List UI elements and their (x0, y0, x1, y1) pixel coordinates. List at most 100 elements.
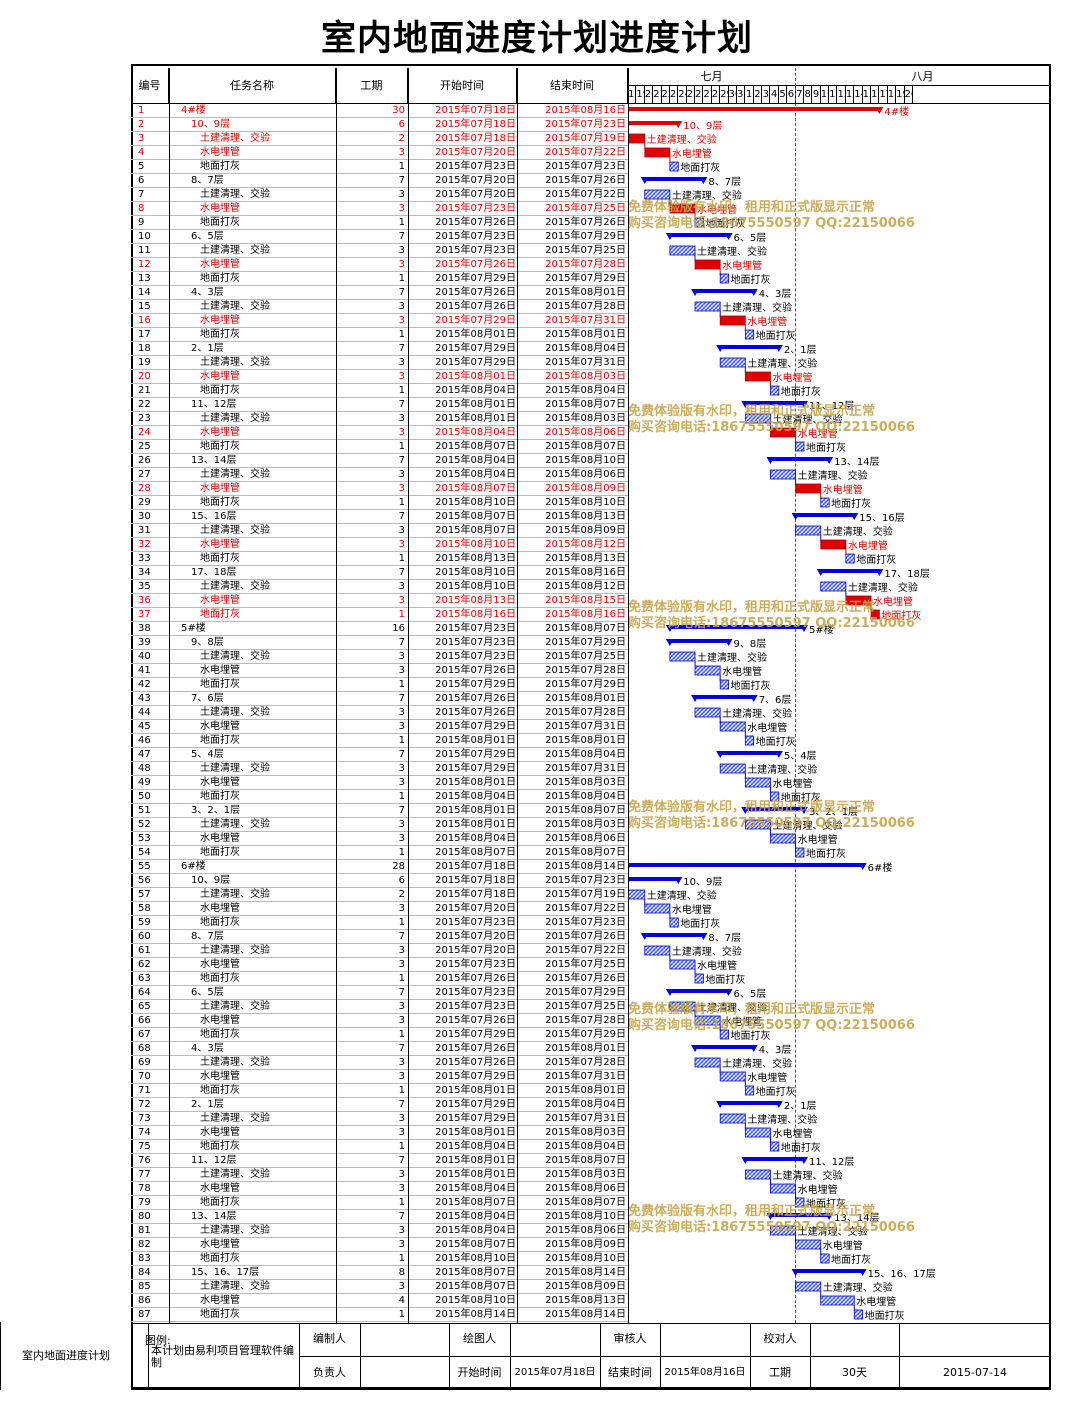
table-row[interactable]: 55 6#楼 28 2015年07月18日 2015年08月14日 (131, 860, 628, 874)
table-row[interactable]: 38 5#楼 16 2015年07月23日 2015年08月07日 (131, 622, 628, 636)
table-row[interactable]: 37 地面打灰 1 2015年08月16日 2015年08月16日 (131, 608, 628, 622)
task-id: 14 (138, 287, 151, 298)
task-start: 2015年07月26日 (435, 1043, 516, 1054)
table-row[interactable]: 8 水电埋管 3 2015年07月23日 2015年07月25日 (131, 202, 628, 216)
table-row[interactable]: 11 土建清理、交验 3 2015年07月23日 2015年07月25日 (131, 244, 628, 258)
table-row[interactable]: 42 地面打灰 1 2015年07月29日 2015年07月29日 (131, 678, 628, 692)
table-row[interactable]: 50 地面打灰 1 2015年08月04日 2015年08月04日 (131, 790, 628, 804)
table-row[interactable]: 86 水电埋管 4 2015年08月10日 2015年08月13日 (131, 1294, 628, 1308)
task-id: 39 (138, 637, 151, 648)
table-row[interactable]: 40 土建清理、交验 3 2015年07月23日 2015年07月25日 (131, 650, 628, 664)
table-row[interactable]: 31 土建清理、交验 3 2015年08月07日 2015年08月09日 (131, 524, 628, 538)
table-row[interactable]: 71 地面打灰 1 2015年08月01日 2015年08月01日 (131, 1084, 628, 1098)
table-row[interactable]: 15 土建清理、交验 3 2015年07月26日 2015年07月28日 (131, 300, 628, 314)
table-row[interactable]: 35 土建清理、交验 3 2015年08月10日 2015年08月12日 (131, 580, 628, 594)
table-row[interactable]: 60 8、7层 7 2015年07月20日 2015年07月26日 (131, 930, 628, 944)
table-row[interactable]: 64 6、5层 7 2015年07月23日 2015年07月29日 (131, 986, 628, 1000)
table-row[interactable]: 45 水电埋管 3 2015年07月29日 2015年07月31日 (131, 720, 628, 734)
table-row[interactable]: 16 水电埋管 3 2015年07月29日 2015年07月31日 (131, 314, 628, 328)
table-row[interactable]: 12 水电埋管 3 2015年07月26日 2015年07月28日 (131, 258, 628, 272)
table-row[interactable]: 87 地面打灰 1 2015年08月14日 2015年08月14日 (131, 1308, 628, 1322)
task-id: 71 (138, 1085, 151, 1096)
table-row[interactable]: 68 4、3层 7 2015年07月26日 2015年08月01日 (131, 1042, 628, 1056)
table-row[interactable]: 66 水电埋管 3 2015年07月26日 2015年07月28日 (131, 1014, 628, 1028)
table-row[interactable]: 22 11、12层 7 2015年08月01日 2015年08月07日 (131, 398, 628, 412)
table-row[interactable]: 52 土建清理、交验 3 2015年08月01日 2015年08月03日 (131, 818, 628, 832)
task-duration: 7 (398, 231, 405, 242)
table-row[interactable]: 84 15、16、17层 8 2015年08月07日 2015年08月14日 (131, 1266, 628, 1280)
task-end: 2015年08月03日 (545, 1127, 626, 1138)
task-id: 12 (138, 259, 151, 270)
table-row[interactable]: 83 地面打灰 1 2015年08月10日 2015年08月10日 (131, 1252, 628, 1266)
summary-bar (695, 1045, 754, 1049)
table-row[interactable]: 63 地面打灰 1 2015年07月26日 2015年07月26日 (131, 972, 628, 986)
table-row[interactable]: 41 水电埋管 3 2015年07月26日 2015年07月28日 (131, 664, 628, 678)
table-row[interactable]: 62 水电埋管 3 2015年07月23日 2015年07月25日 (131, 958, 628, 972)
table-row[interactable]: 17 地面打灰 1 2015年08月01日 2015年08月01日 (131, 328, 628, 342)
table-row[interactable]: 23 土建清理、交验 3 2015年08月01日 2015年08月03日 (131, 412, 628, 426)
table-row[interactable]: 6 8、7层 7 2015年07月20日 2015年07月26日 (131, 174, 628, 188)
table-row[interactable]: 81 土建清理、交验 3 2015年08月04日 2015年08月06日 (131, 1224, 628, 1238)
table-row[interactable]: 5 地面打灰 1 2015年07月23日 2015年07月23日 (131, 160, 628, 174)
table-row[interactable]: 43 7、6层 7 2015年07月26日 2015年08月01日 (131, 692, 628, 706)
table-row[interactable]: 70 水电埋管 3 2015年07月29日 2015年07月31日 (131, 1070, 628, 1084)
table-row[interactable]: 75 地面打灰 1 2015年08月04日 2015年08月04日 (131, 1140, 628, 1154)
table-row[interactable]: 65 土建清理、交验 3 2015年07月23日 2015年07月25日 (131, 1000, 628, 1014)
table-row[interactable]: 80 13、14层 7 2015年08月04日 2015年08月10日 (131, 1210, 628, 1224)
table-row[interactable]: 47 5、4层 7 2015年07月29日 2015年08月04日 (131, 748, 628, 762)
table-row[interactable]: 44 土建清理、交验 3 2015年07月26日 2015年07月28日 (131, 706, 628, 720)
table-row[interactable]: 56 10、9层 6 2015年07月18日 2015年07月23日 (131, 874, 628, 888)
table-row[interactable]: 7 土建清理、交验 3 2015年07月20日 2015年07月22日 (131, 188, 628, 202)
table-row[interactable]: 78 水电埋管 3 2015年08月04日 2015年08月06日 (131, 1182, 628, 1196)
table-row[interactable]: 57 土建清理、交验 2 2015年07月18日 2015年07月19日 (131, 888, 628, 902)
table-row[interactable]: 77 土建清理、交验 3 2015年08月01日 2015年08月03日 (131, 1168, 628, 1182)
table-row[interactable]: 59 地面打灰 1 2015年07月23日 2015年07月23日 (131, 916, 628, 930)
table-row[interactable]: 29 地面打灰 1 2015年08月10日 2015年08月10日 (131, 496, 628, 510)
table-row[interactable]: 24 水电埋管 3 2015年08月04日 2015年08月06日 (131, 426, 628, 440)
task-duration: 3 (398, 721, 405, 732)
table-row[interactable]: 67 地面打灰 1 2015年07月29日 2015年07月29日 (131, 1028, 628, 1042)
bar-label: 15、16、17层 (868, 1268, 936, 1280)
table-row[interactable]: 69 土建清理、交验 3 2015年07月26日 2015年07月28日 (131, 1056, 628, 1070)
table-row[interactable]: 58 水电埋管 3 2015年07月20日 2015年07月22日 (131, 902, 628, 916)
table-row[interactable]: 26 13、14层 7 2015年08月04日 2015年08月10日 (131, 454, 628, 468)
table-row[interactable]: 34 17、18层 7 2015年08月10日 2015年08月16日 (131, 566, 628, 580)
table-row[interactable]: 27 土建清理、交验 3 2015年08月04日 2015年08月06日 (131, 468, 628, 482)
table-row[interactable]: 21 地面打灰 1 2015年08月04日 2015年08月04日 (131, 384, 628, 398)
table-row[interactable]: 46 地面打灰 1 2015年08月01日 2015年08月01日 (131, 734, 628, 748)
table-row[interactable]: 51 3、2、1层 7 2015年08月01日 2015年08月07日 (131, 804, 628, 818)
table-row[interactable]: 73 土建清理、交验 3 2015年07月29日 2015年07月31日 (131, 1112, 628, 1126)
table-row[interactable]: 49 水电埋管 3 2015年08月01日 2015年08月03日 (131, 776, 628, 790)
task-start: 2015年07月20日 (435, 945, 516, 956)
table-row[interactable]: 14 4、3层 7 2015年07月26日 2015年08月01日 (131, 286, 628, 300)
table-row[interactable]: 53 水电埋管 3 2015年08月04日 2015年08月06日 (131, 832, 628, 846)
table-row[interactable]: 28 水电埋管 3 2015年08月07日 2015年08月09日 (131, 482, 628, 496)
table-row[interactable]: 18 2、1层 7 2015年07月29日 2015年08月04日 (131, 342, 628, 356)
table-row[interactable]: 36 水电埋管 3 2015年08月13日 2015年08月15日 (131, 594, 628, 608)
table-row[interactable]: 9 地面打灰 1 2015年07月26日 2015年07月26日 (131, 216, 628, 230)
table-row[interactable]: 32 水电埋管 3 2015年08月10日 2015年08月12日 (131, 538, 628, 552)
table-row[interactable]: 1 4#楼 30 2015年07月18日 2015年08月16日 (131, 104, 628, 118)
table-row[interactable]: 48 土建清理、交验 3 2015年07月29日 2015年07月31日 (131, 762, 628, 776)
table-row[interactable]: 61 土建清理、交验 3 2015年07月20日 2015年07月22日 (131, 944, 628, 958)
table-row[interactable]: 2 10、9层 6 2015年07月18日 2015年07月23日 (131, 118, 628, 132)
table-row[interactable]: 79 地面打灰 1 2015年08月07日 2015年08月07日 (131, 1196, 628, 1210)
table-row[interactable]: 76 11、12层 7 2015年08月01日 2015年08月07日 (131, 1154, 628, 1168)
table-row[interactable]: 54 地面打灰 1 2015年08月07日 2015年08月07日 (131, 846, 628, 860)
table-row[interactable]: 39 9、8层 7 2015年07月23日 2015年07月29日 (131, 636, 628, 650)
table-row[interactable]: 13 地面打灰 1 2015年07月29日 2015年07月29日 (131, 272, 628, 286)
table-row[interactable]: 20 水电埋管 3 2015年08月01日 2015年08月03日 (131, 370, 628, 384)
table-row[interactable]: 33 地面打灰 1 2015年08月13日 2015年08月13日 (131, 552, 628, 566)
table-row[interactable]: 10 6、5层 7 2015年07月23日 2015年07月29日 (131, 230, 628, 244)
row-rule (131, 691, 628, 692)
table-row[interactable]: 30 15、16层 7 2015年08月07日 2015年08月13日 (131, 510, 628, 524)
table-row[interactable]: 74 水电埋管 3 2015年08月01日 2015年08月03日 (131, 1126, 628, 1140)
table-row[interactable]: 3 土建清理、交验 2 2015年07月18日 2015年07月19日 (131, 132, 628, 146)
table-row[interactable]: 82 水电埋管 3 2015年08月07日 2015年08月09日 (131, 1238, 628, 1252)
table-row[interactable]: 85 土建清理、交验 3 2015年08月07日 2015年08月09日 (131, 1280, 628, 1294)
table-row[interactable]: 25 地面打灰 1 2015年08月07日 2015年08月07日 (131, 440, 628, 454)
task-end: 2015年07月25日 (545, 245, 626, 256)
table-row[interactable]: 4 水电埋管 3 2015年07月20日 2015年07月22日 (131, 146, 628, 160)
table-row[interactable]: 72 2、1层 7 2015年07月29日 2015年08月04日 (131, 1098, 628, 1112)
table-row[interactable]: 19 土建清理、交验 3 2015年07月29日 2015年07月31日 (131, 356, 628, 370)
